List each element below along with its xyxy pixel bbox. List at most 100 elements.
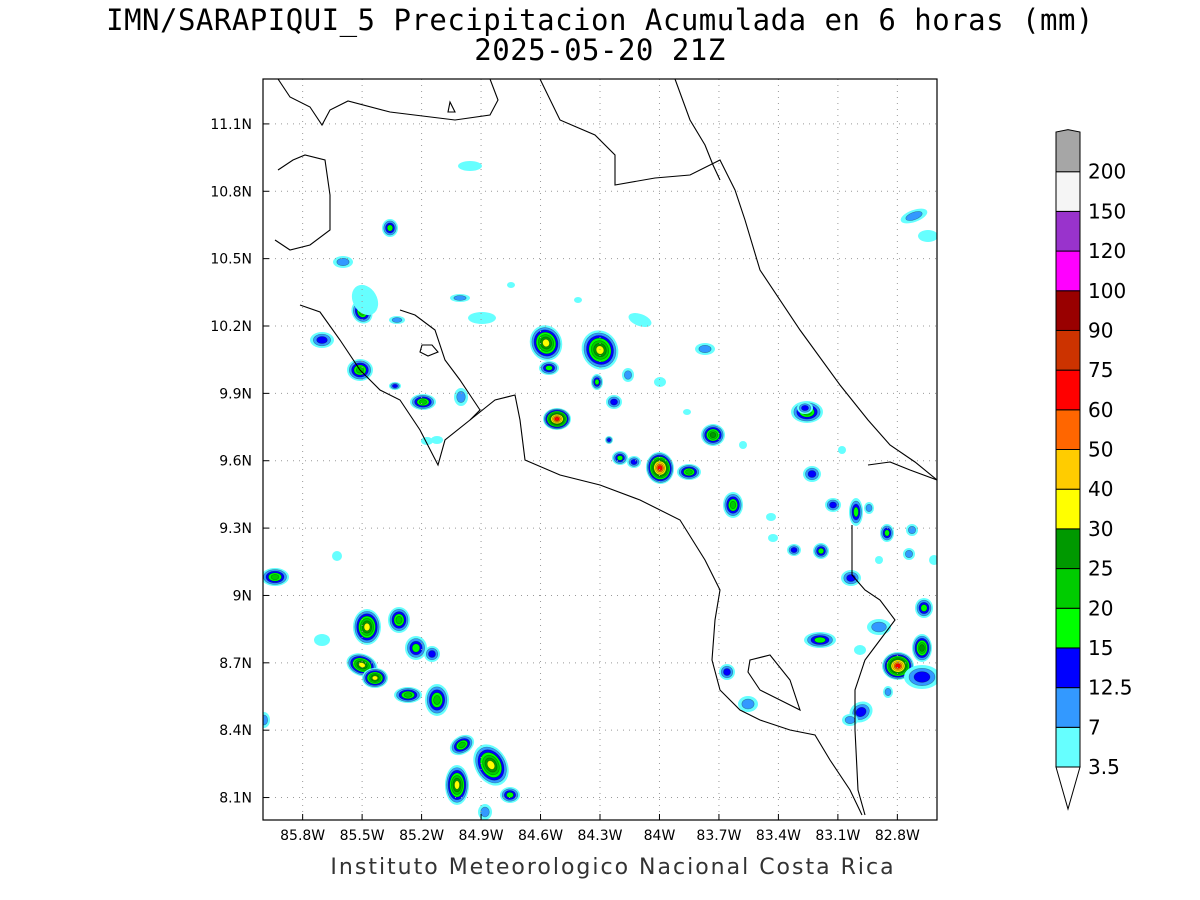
colorbar-swatch [1055,449,1081,490]
precip-contour [838,446,846,454]
precip-cell [612,451,628,465]
precip-contour [332,551,342,561]
precip-contour [371,675,379,681]
precip-cell [606,395,622,409]
precip-cell [539,361,559,375]
colorbar-label: 200 [1088,160,1126,184]
precip-cell [768,534,778,542]
precip-contour [386,224,394,232]
precip-cell [500,787,520,803]
precip-contour [814,636,826,644]
precip-cell [478,804,492,820]
precip-cell [473,744,509,786]
precip-contour [480,806,490,818]
nicoya-coast [299,304,481,467]
colorbar-label: 12.5 [1088,676,1133,700]
map-datetime: 2025-05-20 21Z [474,33,726,67]
lat-tick-label: 10.2N [210,319,252,335]
precip-cell [825,498,841,512]
colorbar-high-arrow [1055,129,1081,173]
lat-tick-label: 9.6N [219,454,252,470]
precip-cell [333,256,353,268]
precip-contour [884,688,892,696]
precip-cell [581,330,619,370]
precip-cell [388,607,410,633]
precip-contour [884,529,890,537]
grid-lines [263,79,937,820]
colorbar-label: 90 [1088,318,1113,342]
precip-cell [864,502,874,514]
precip-cell [389,382,401,390]
lon-tick-label: 84.3W [577,828,622,844]
colorbar-swatch [1055,290,1081,331]
precip-contour [606,437,612,443]
colorbar-swatch [1055,726,1081,768]
precip-cell [739,441,747,449]
precip-contour [920,604,928,612]
colorbar-swatch [1055,687,1081,728]
precip-cell [849,498,863,526]
precip-contour [336,258,350,266]
lat-tick-label: 8.1N [219,791,252,807]
precip-cell [529,325,563,361]
lon-tick-label: 82.8W [875,828,920,844]
precip-contour [685,469,693,475]
precip-cell [906,524,918,536]
precip-cell [405,636,427,660]
precip-contour [768,534,778,542]
precip-contour [865,504,873,512]
colorbar-swatch [1055,171,1081,212]
precip-contour [486,760,496,770]
precip-cell [263,568,289,586]
precip-cell [918,230,937,242]
precip-cell [410,394,436,410]
precip-contour [829,501,837,509]
precip-cell [431,436,443,444]
precip-cell [468,312,496,324]
precip-contour [507,282,515,288]
precip-contour [610,398,618,406]
precip-contour [395,615,403,625]
precip-cell [543,408,571,430]
precipitation-cells [263,161,937,820]
precip-cell [915,598,933,618]
map-frame [262,78,938,821]
precip-contour [741,698,755,710]
precip-contour [790,547,798,553]
lat-tick-label: 9.3N [219,521,252,537]
precip-contour [739,441,747,449]
colorbar-label: 60 [1088,398,1113,422]
precip-cell [424,646,440,662]
colorbar-label: 15 [1088,636,1113,660]
precip-contour [411,643,421,653]
precip-cell [362,668,388,688]
colorbar-label: 20 [1088,596,1113,620]
precip-cell [445,765,469,805]
precip-contour [545,365,553,371]
caribbean-coastline [277,79,499,127]
precip-contour [263,714,268,726]
precip-contour [723,668,731,676]
precip-cell [458,161,482,171]
lat-tick-label: 10.5N [210,252,252,268]
precip-contour [351,284,379,316]
precip-contour [595,345,605,355]
precip-contour [542,338,550,348]
colorbar-swatch [1055,528,1081,570]
precip-cell [803,466,821,482]
precip-cell [314,634,330,646]
precip-cell [421,437,433,445]
credit-text: Instituto Meteorologico Nacional Costa R… [330,855,896,880]
precip-cell [591,374,603,390]
precip-contour [428,650,436,658]
precip-contour [908,526,916,534]
precip-contour [853,506,859,518]
precip-contour [709,432,717,438]
precip-contour [628,313,652,327]
precip-contour [392,383,398,389]
precip-contour [683,409,691,415]
precip-cell [912,634,932,662]
precip-contour [913,671,931,683]
precip-contour [698,345,712,353]
